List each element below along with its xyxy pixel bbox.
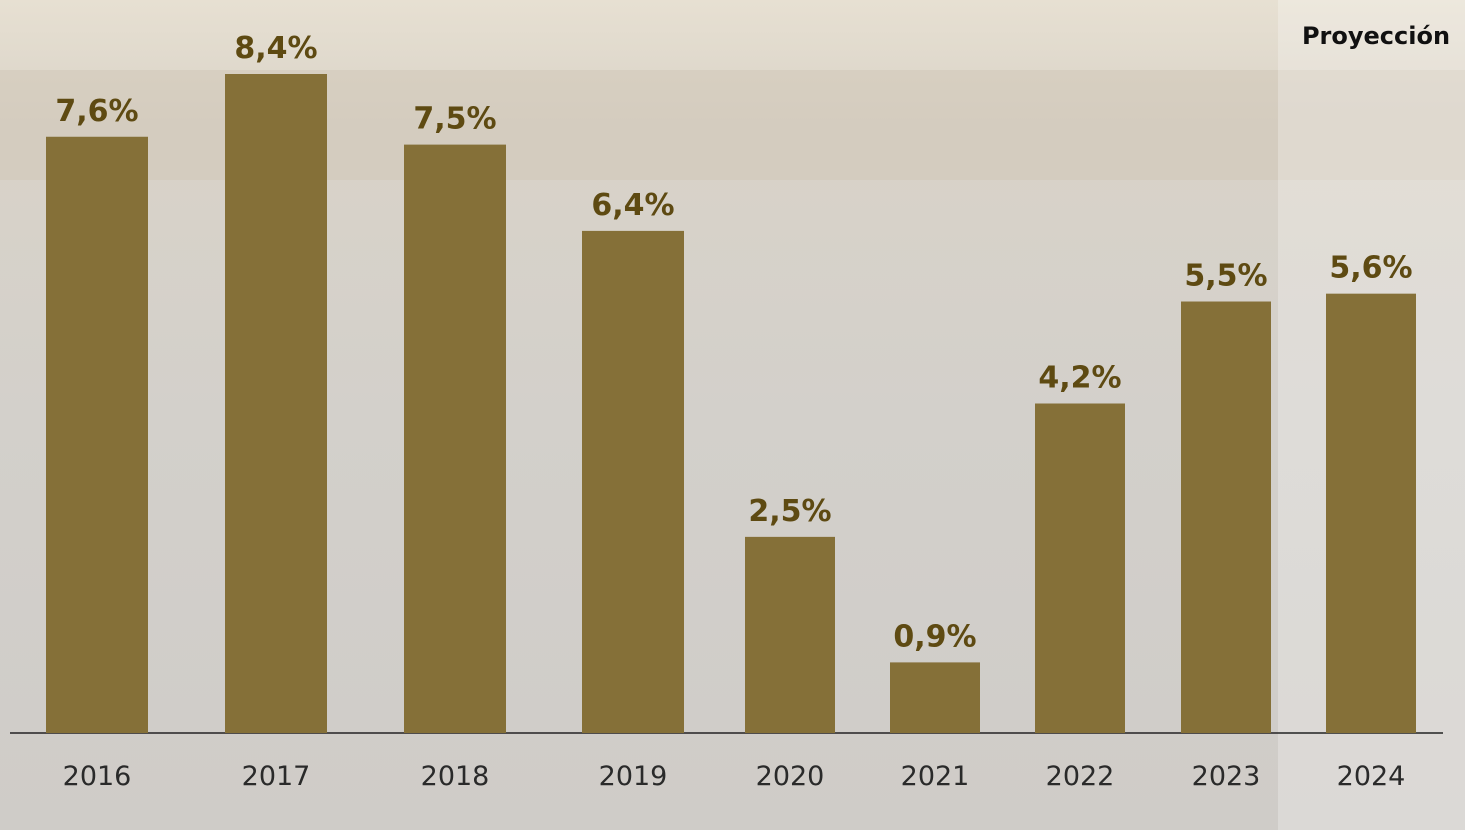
bar <box>1035 403 1125 733</box>
bar <box>1326 293 1416 733</box>
value-label: 5,6% <box>1329 251 1412 286</box>
bar <box>745 536 835 733</box>
x-tick-label: 2024 <box>1337 761 1406 792</box>
x-tick-label: 2017 <box>242 761 311 792</box>
projection-label: Proyección <box>1302 22 1450 50</box>
skyline-band <box>0 70 1465 180</box>
bar <box>1181 301 1271 733</box>
value-label: 0,9% <box>893 619 976 654</box>
x-tick-label: 2023 <box>1192 761 1261 792</box>
x-tick-label: 2016 <box>63 761 132 792</box>
bar <box>46 136 148 733</box>
value-label: 6,4% <box>591 188 674 223</box>
value-label: 8,4% <box>234 31 317 66</box>
x-tick-label: 2018 <box>421 761 490 792</box>
bar <box>582 230 684 733</box>
bar <box>404 144 506 733</box>
value-label: 5,5% <box>1184 259 1267 294</box>
value-label: 7,6% <box>55 94 138 129</box>
bar <box>890 662 980 733</box>
x-tick-label: 2019 <box>599 761 668 792</box>
value-label: 2,5% <box>748 494 831 529</box>
x-tick-label: 2021 <box>901 761 970 792</box>
x-tick-label: 2020 <box>756 761 825 792</box>
bar <box>225 74 327 733</box>
x-tick-label: 2022 <box>1046 761 1115 792</box>
value-label: 4,2% <box>1038 361 1121 396</box>
value-label: 7,5% <box>413 102 496 137</box>
